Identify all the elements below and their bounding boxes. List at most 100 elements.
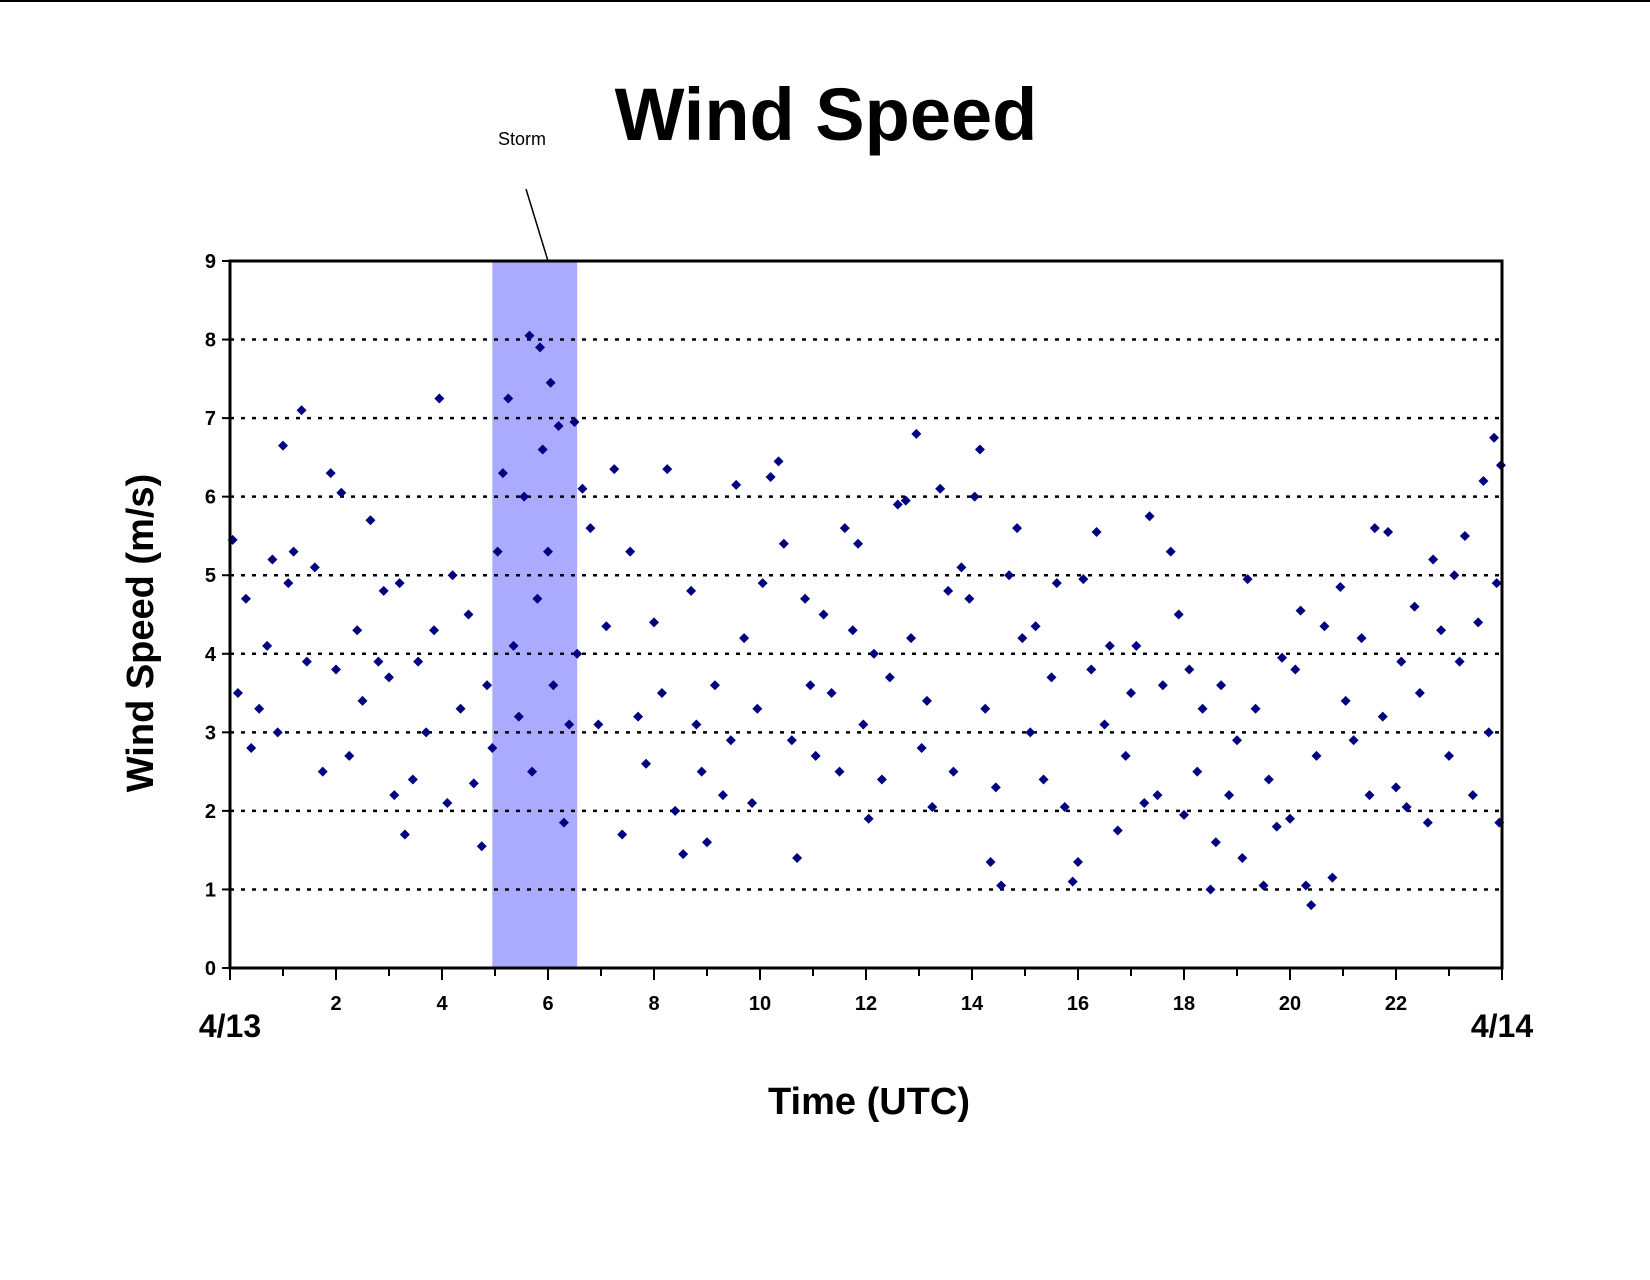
data-point [394, 578, 405, 589]
data-point [1104, 640, 1115, 651]
data-point [421, 727, 432, 738]
data-point [1250, 703, 1261, 714]
data-point [564, 719, 575, 730]
y-tick-label: 2 [205, 801, 216, 823]
data-point [656, 688, 667, 699]
data-point [1073, 856, 1083, 867]
data-point [1051, 578, 1062, 589]
data-point [641, 758, 652, 769]
data-point [503, 393, 514, 404]
data-point [537, 444, 548, 455]
data-point [1144, 511, 1155, 522]
data-point [336, 487, 347, 498]
data-point [283, 578, 294, 589]
data-point [288, 546, 299, 557]
data-point [786, 735, 797, 746]
data-point [1356, 633, 1367, 644]
data-point [1078, 574, 1089, 585]
data-point [476, 841, 487, 852]
data-point [1192, 766, 1203, 777]
data-point [384, 672, 394, 683]
data-point [365, 515, 376, 526]
data-point [389, 790, 400, 801]
data-point [1428, 554, 1439, 565]
data-point [1319, 621, 1330, 632]
data-point [524, 330, 535, 341]
data-point [625, 546, 636, 557]
data-point [1242, 574, 1253, 585]
data-point [325, 468, 336, 479]
data-point [1401, 801, 1412, 812]
data-point [1311, 750, 1322, 761]
data-point [1335, 582, 1346, 593]
annotation-leader [525, 188, 549, 262]
data-point [691, 719, 702, 730]
data-point [413, 656, 424, 667]
data-point [649, 617, 659, 628]
data-point [1369, 523, 1380, 534]
data-point [296, 405, 307, 416]
x-tick-label: 16 [1067, 993, 1089, 1015]
data-point [1364, 790, 1375, 801]
data-point [956, 562, 967, 573]
data-point [1491, 578, 1502, 589]
data-point [1216, 680, 1227, 691]
data-point [847, 625, 858, 636]
data-point [301, 656, 312, 667]
y-tick-label: 0 [205, 958, 216, 980]
data-point [964, 593, 975, 604]
data-point [935, 483, 946, 494]
data-point [373, 656, 384, 667]
data-point [800, 593, 811, 604]
data-point [1483, 727, 1494, 738]
x-tick-label: 2 [330, 993, 341, 1015]
data-point [834, 766, 845, 777]
data-point [943, 585, 954, 596]
data-point [1224, 790, 1235, 801]
data-point [497, 468, 508, 479]
data-point [974, 444, 985, 455]
y-tick-label: 1 [205, 879, 216, 901]
data-point [455, 703, 466, 714]
y-tick-label: 7 [205, 408, 216, 430]
y-tick-label: 8 [205, 330, 216, 352]
data-point [447, 570, 458, 581]
data-point [572, 648, 583, 659]
data-point [805, 680, 816, 691]
data-point [543, 546, 553, 557]
data-point [272, 727, 283, 738]
data-point [747, 798, 758, 809]
data-point [731, 479, 742, 490]
data-point [331, 664, 341, 675]
data-point [969, 491, 980, 502]
annotation-label: Storm [498, 129, 546, 149]
data-point [1205, 884, 1216, 895]
data-point [1059, 801, 1070, 812]
x-tick-label: 18 [1173, 993, 1195, 1015]
data-point [593, 719, 604, 730]
data-point [442, 798, 453, 809]
data-point [884, 672, 895, 683]
storm-band [492, 261, 578, 968]
data-point [876, 774, 887, 785]
data-point [868, 648, 879, 659]
x-tick-label: 4/14 [1471, 1008, 1533, 1044]
data-point [948, 766, 959, 777]
data-point [1300, 880, 1311, 891]
data-point [508, 640, 519, 651]
x-tick-label: 10 [749, 993, 771, 1015]
data-point [246, 743, 257, 754]
data-point [545, 377, 556, 388]
data-point [985, 856, 996, 867]
data-point [1197, 703, 1208, 714]
y-tick-label: 3 [205, 722, 216, 744]
data-point [826, 688, 837, 699]
data-point [810, 750, 821, 761]
data-point [1263, 774, 1274, 785]
data-point [262, 640, 273, 651]
data-point [487, 743, 498, 754]
data-point [1179, 809, 1189, 820]
data-point [906, 633, 917, 644]
chart-title: Wind Speed [615, 73, 1038, 156]
